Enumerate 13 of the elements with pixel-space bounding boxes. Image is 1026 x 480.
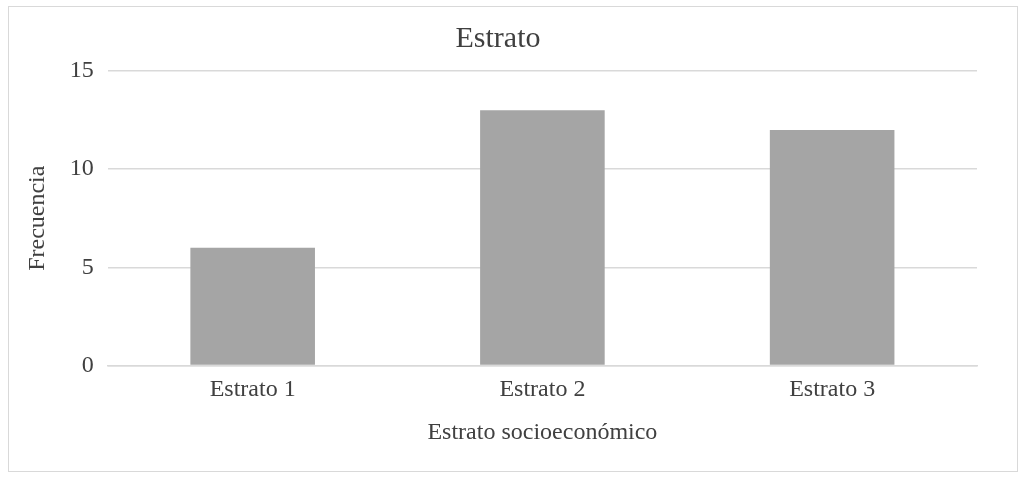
chart-title: Estrato — [455, 19, 541, 53]
x-tick-label: Estrato 2 — [499, 375, 586, 402]
bar — [480, 110, 605, 365]
x-axis-title: Estrato socioeconómico — [427, 417, 658, 444]
x-tick-label: Estrato 3 — [789, 375, 876, 402]
bar — [190, 247, 315, 365]
y-tick-label: 15 — [69, 56, 94, 83]
x-tick-label: Estrato 1 — [209, 375, 296, 402]
y-tick-label: 0 — [81, 350, 94, 377]
y-axis-title: Frecuencia — [22, 165, 49, 271]
y-tick-label: 10 — [69, 154, 94, 181]
bar — [769, 129, 895, 365]
y-tick-label: 5 — [81, 252, 94, 279]
